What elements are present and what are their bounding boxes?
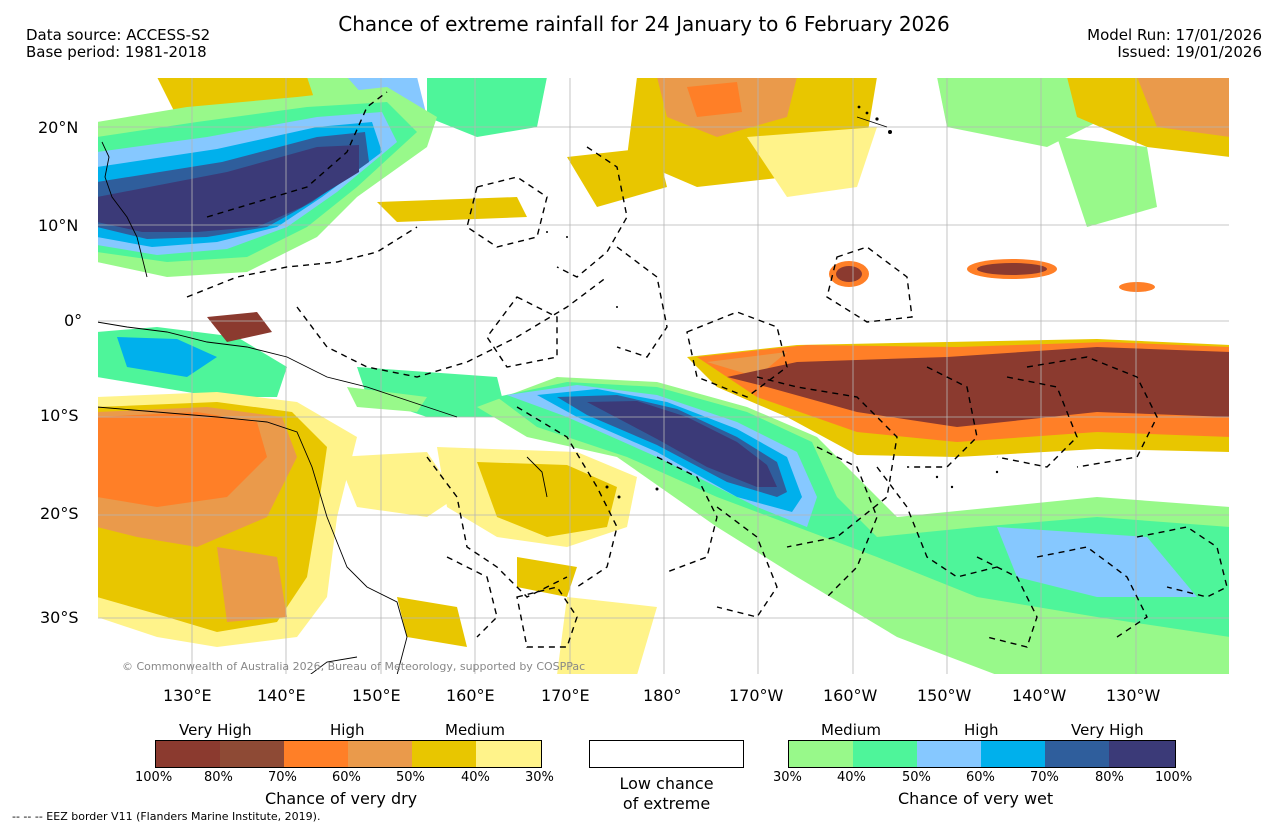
dry-pct-70: 70% (268, 770, 297, 785)
coastlines (97, 116, 888, 675)
dry-category-medium: Medium (445, 721, 505, 739)
lon-label-130e: 130°E (163, 686, 212, 705)
dry-pct-40: 40% (461, 770, 490, 785)
dry-category-high: High (330, 721, 365, 739)
lat-label-20n: 20°N (38, 118, 79, 137)
dry-pct-50: 50% (396, 770, 425, 785)
lon-label-130w: 130°W (1106, 686, 1161, 705)
dry-swatch-100-80 (156, 741, 221, 767)
lat-label-eq: 0° (64, 311, 83, 330)
map-frame (97, 77, 1230, 675)
lon-label-140e: 140°E (257, 686, 306, 705)
lon-label-150e: 150°E (352, 686, 401, 705)
dry-pct-30: 30% (525, 770, 554, 785)
dry-pct-60: 60% (332, 770, 361, 785)
eez-footnote: -- -- -- EEZ border V11 (Flanders Marine… (12, 810, 321, 823)
map-title: Chance of extreme rainfall for 24 Januar… (338, 12, 950, 36)
wet-pct-30: 30% (773, 770, 802, 785)
wet-category-very-high: Very High (1071, 721, 1144, 739)
wet-swatch-80-100 (1109, 741, 1175, 767)
lat-label-10s: 10°S (40, 406, 79, 425)
dry-swatch-60-50 (348, 741, 413, 767)
wet-swatch-60-70 (981, 741, 1046, 767)
graticule (97, 77, 1230, 675)
dry-spot-b-core (977, 263, 1047, 275)
low-chance-line2: of extreme (622, 794, 711, 813)
wet-category-high: High (964, 721, 999, 739)
lat-label-20s: 20°S (40, 504, 79, 523)
wet-pct-70: 70% (1030, 770, 1059, 785)
dry-swatch-50-40 (412, 741, 477, 767)
spcz-wet-band (477, 377, 1230, 675)
dry-colorbar (155, 740, 542, 768)
wet-pct-40: 40% (837, 770, 866, 785)
wet-category-medium: Medium (821, 721, 881, 739)
lat-label-30s: 30°S (40, 608, 79, 627)
wet-pct-80: 80% (1095, 770, 1124, 785)
dry-spot-a-core (836, 266, 862, 282)
lon-label-170w: 170°W (729, 686, 784, 705)
lon-label-180: 180° (643, 686, 682, 705)
dry-pct-80: 80% (204, 770, 233, 785)
dry-swatch-40-30 (476, 741, 541, 767)
issued-date: Issued: 19/01/2026 (1117, 43, 1262, 61)
islands (546, 105, 999, 499)
wet-legend-title: Chance of very wet (898, 789, 1054, 808)
western-wet-band (97, 87, 437, 277)
wet-swatch-70-80 (1045, 741, 1110, 767)
wet-pct-50: 50% (902, 770, 931, 785)
base-period: Base period: 1981-2018 (26, 43, 207, 61)
lon-label-150w: 150°W (917, 686, 972, 705)
dry-swatch-70-60 (284, 741, 349, 767)
lon-label-170e: 170°E (541, 686, 590, 705)
rainfall-map (97, 77, 1230, 675)
lon-label-160e: 160°E (446, 686, 495, 705)
wet-swatch-30-40 (789, 741, 854, 767)
dry-spot-c (1119, 282, 1155, 292)
eez-borders (186, 91, 1228, 648)
dry-pct-100: 100% (135, 770, 173, 785)
wet-colorbar (788, 740, 1176, 768)
south-pacific-dry (397, 447, 657, 675)
dry-legend-title: Chance of very dry (265, 789, 418, 808)
data-source: Data source: ACCESS-S2 (26, 26, 211, 44)
dry-swatch-80-70 (220, 741, 285, 767)
wet-pct-100: 100% (1155, 770, 1193, 785)
wet-pct-60: 60% (966, 770, 995, 785)
model-run: Model Run: 17/01/2026 (1087, 26, 1262, 44)
wet-swatch-40-50 (853, 741, 918, 767)
lat-label-10n: 10°N (38, 216, 79, 235)
low-chance-line1: Low chance (619, 774, 714, 793)
australia-dry (97, 392, 457, 647)
wet-swatch-50-60 (917, 741, 982, 767)
lon-label-140w: 140°W (1012, 686, 1067, 705)
lon-label-160w: 160°W (823, 686, 878, 705)
dry-category-very-high: Very High (179, 721, 252, 739)
low-chance-swatch (589, 740, 744, 768)
north-pacific-patches (157, 77, 1230, 227)
map-copyright: © Commonwealth of Australia 2026, Bureau… (122, 660, 586, 673)
